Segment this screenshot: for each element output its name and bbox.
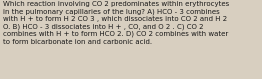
Text: Which reaction involving CO 2 predominates within erythrocytes
in the pulmonary : Which reaction involving CO 2 predominat… (3, 1, 229, 45)
